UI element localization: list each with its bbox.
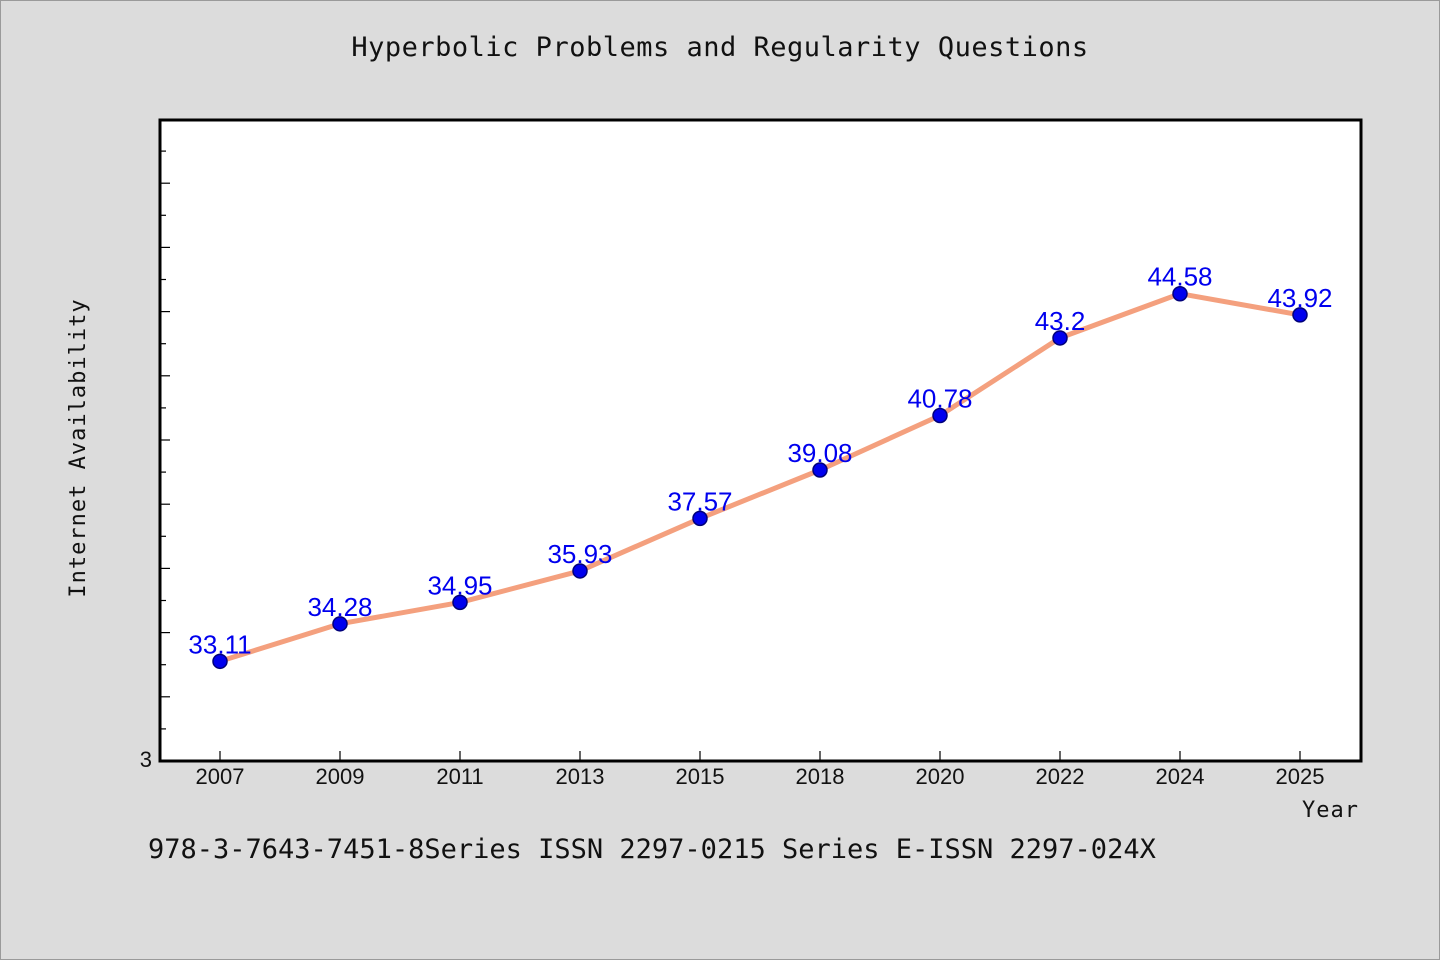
x-tick-label: 2018 bbox=[796, 764, 845, 789]
x-tick-label: 2013 bbox=[556, 764, 605, 789]
data-point bbox=[452, 594, 468, 611]
data-label: 40.78 bbox=[907, 384, 972, 414]
data-label: 43.92 bbox=[1267, 283, 1332, 313]
data-point bbox=[332, 616, 348, 632]
x-tick-label: 2015 bbox=[676, 764, 725, 789]
data-label: 35.93 bbox=[547, 539, 612, 569]
data-label: 43.2 bbox=[1035, 306, 1086, 336]
x-tick-label: 2011 bbox=[436, 764, 483, 789]
footer-text: 978-3-7643-7451-8Series ISSN 2297-0215 S… bbox=[148, 834, 1156, 865]
y-tick-label: 3 bbox=[140, 747, 152, 772]
data-label: 34.95 bbox=[427, 570, 492, 600]
data-point bbox=[1292, 307, 1308, 323]
series-markers bbox=[212, 285, 1308, 670]
data-point bbox=[572, 563, 588, 579]
series-line bbox=[217, 291, 1303, 664]
y-axis-title: Internet Availability bbox=[66, 298, 91, 597]
data-label: 34.28 bbox=[307, 592, 372, 622]
data-point bbox=[692, 510, 708, 527]
data-point bbox=[1172, 285, 1188, 302]
data-label: 39.08 bbox=[787, 438, 852, 468]
data-label: 37.57 bbox=[667, 486, 732, 516]
x-axis-title: Year bbox=[1302, 798, 1359, 823]
data-point bbox=[932, 407, 948, 424]
data-labels: 33.11 34.28 34.95 35.93 37.57 39.08 40.78 43.2 4… bbox=[188, 262, 1332, 660]
chart-title: Hyperbolic Problems and Regularity Quest… bbox=[351, 32, 1089, 63]
data-label: 44.58 bbox=[1147, 262, 1212, 292]
x-axis-ticks bbox=[219, 751, 1301, 761]
x-tick-label: 2007 bbox=[196, 764, 245, 789]
x-tick-label: 2020 bbox=[916, 764, 965, 789]
data-point bbox=[212, 653, 228, 670]
x-tick-label: 2024 bbox=[1156, 764, 1205, 789]
x-axis-tick-labels: 2007 2009 2011 2013 2015 2018 2020 2022 2024 2025 bbox=[196, 764, 1325, 789]
y-axis-tick-labels: 3 bbox=[140, 747, 152, 772]
plot-area bbox=[158, 118, 1363, 763]
y-axis-ticks bbox=[160, 150, 170, 762]
x-tick-label: 2022 bbox=[1036, 764, 1085, 789]
x-tick-label: 2025 bbox=[1276, 764, 1325, 789]
data-label: 33.11 bbox=[188, 629, 251, 659]
x-tick-label: 2009 bbox=[316, 764, 365, 789]
data-point bbox=[812, 462, 828, 478]
data-point bbox=[1052, 330, 1068, 346]
